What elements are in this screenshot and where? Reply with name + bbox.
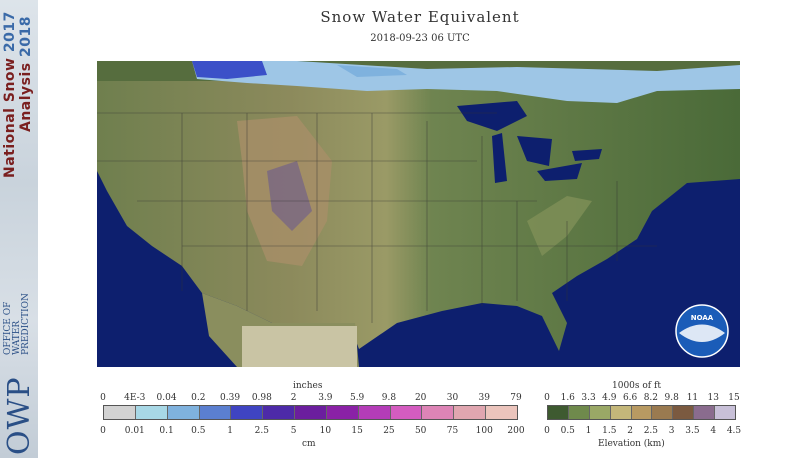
swe-top-tick-label: 0 bbox=[100, 393, 106, 403]
elev-top-tick-label: 15 bbox=[728, 393, 740, 403]
elev-swatch bbox=[673, 406, 695, 419]
owp-logo: OWP bbox=[2, 376, 37, 455]
swe-top-tick-label: 2 bbox=[290, 393, 297, 403]
elev-swatch bbox=[548, 406, 569, 419]
elev-unit-km: Elevation (km) bbox=[598, 439, 665, 449]
noaa-logo: NOAA bbox=[675, 304, 729, 358]
elev-bottom-tick-label: 2.5 bbox=[643, 426, 659, 436]
snow-cover-deep bbox=[192, 61, 267, 79]
lake-erie bbox=[537, 163, 582, 181]
sidebar: National Snow 2017 Analysis 2018 OFFICE … bbox=[0, 0, 38, 458]
swe-bottom-tick-label: 0 bbox=[100, 426, 106, 436]
swe-bottom-tick-label: 10 bbox=[319, 426, 332, 436]
swe-top-tick-label: 5.9 bbox=[349, 393, 365, 403]
colorado-peaks bbox=[267, 161, 312, 231]
elev-swatch bbox=[568, 406, 590, 419]
swe-bottom-tick-label: 200 bbox=[507, 426, 525, 436]
elev-swatch bbox=[715, 406, 736, 419]
swe-top-tick-label: 0.98 bbox=[251, 393, 272, 403]
swe-unit-inches: inches bbox=[293, 381, 323, 391]
elev-swatch bbox=[631, 406, 653, 419]
elevation-colorbar bbox=[547, 405, 736, 420]
elev-top-tick-label: 4.9 bbox=[602, 393, 617, 403]
lake-ontario bbox=[572, 149, 602, 161]
elev-bottom-tick-label: 1 bbox=[585, 426, 592, 436]
swe-swatch bbox=[231, 406, 264, 419]
elev-top-tick-label: 13 bbox=[707, 393, 719, 403]
swe-top-tick-label: 4E-3 bbox=[124, 393, 146, 403]
snow-cover-mid bbox=[337, 65, 407, 77]
elev-top-tick-label: 11 bbox=[686, 393, 699, 403]
swe-bottom-tick-label: 0.5 bbox=[191, 426, 206, 436]
lake-huron bbox=[517, 136, 552, 166]
swe-top-tick-label: 0.2 bbox=[191, 393, 206, 403]
elev-swatch bbox=[694, 406, 716, 419]
elev-bottom-tick-label: 3.5 bbox=[685, 426, 700, 436]
swe-bottom-tick-label: 0.01 bbox=[124, 426, 145, 436]
lake-superior bbox=[457, 101, 527, 131]
elev-top-tick-label: 8.2 bbox=[643, 393, 659, 403]
swe-top-tick-label: 9.8 bbox=[381, 393, 397, 403]
swe-bottom-tick-label: 1 bbox=[227, 426, 233, 436]
elev-top-tick-label: 9.8 bbox=[664, 393, 679, 403]
elev-unit-ft: 1000s of ft bbox=[612, 381, 661, 391]
swe-bottom-tick-label: 25 bbox=[383, 426, 395, 436]
elev-swatch bbox=[589, 406, 611, 419]
swe-colorbar bbox=[103, 405, 518, 420]
swe-swatch bbox=[326, 406, 359, 419]
mexico-uncovered bbox=[242, 326, 357, 367]
swe-swatch bbox=[422, 406, 455, 419]
swe-bottom-tick-label: 100 bbox=[475, 426, 493, 436]
elev-bottom-tick-label: 0.5 bbox=[560, 426, 575, 436]
swe-swatch bbox=[199, 406, 232, 419]
state-borders bbox=[97, 112, 657, 323]
svg-text:NOAA: NOAA bbox=[691, 314, 714, 322]
swe-bottom-tick-label: 75 bbox=[446, 426, 459, 436]
swe-bottom-tick-label: 2.5 bbox=[254, 426, 269, 436]
elev-swatch bbox=[652, 406, 674, 419]
swe-top-tick-label: 0.39 bbox=[220, 393, 241, 403]
swe-unit-cm: cm bbox=[302, 439, 316, 449]
swe-top-tick-label: 20 bbox=[414, 393, 427, 403]
swe-top-tick-label: 30 bbox=[446, 393, 459, 403]
elev-bottom-tick-label: 4.5 bbox=[726, 426, 742, 436]
elev-top-tick-label: 1.6 bbox=[560, 393, 575, 403]
elev-bottom-tick-label: 1.5 bbox=[602, 426, 617, 436]
lake-michigan bbox=[492, 133, 507, 183]
swe-bottom-tick-label: 50 bbox=[414, 426, 427, 436]
elev-bottom-tick-label: 3 bbox=[668, 426, 675, 436]
swe-swatch bbox=[454, 406, 487, 419]
swe-bottom-tick-label: 15 bbox=[351, 426, 363, 436]
appalachians bbox=[527, 196, 592, 256]
map-title: Snow Water Equivalent bbox=[320, 8, 520, 26]
snow-cover-light bbox=[192, 61, 740, 103]
swe-swatch bbox=[486, 406, 517, 419]
swe-swatch bbox=[167, 406, 200, 419]
map-svg: NOAA bbox=[97, 61, 740, 367]
swe-top-tick-label: 0.04 bbox=[156, 393, 177, 403]
swe-swatch bbox=[358, 406, 391, 419]
elev-top-tick-label: 6.6 bbox=[622, 393, 638, 403]
swe-swatch bbox=[295, 406, 327, 419]
elev-top-tick-label: 0 bbox=[544, 393, 550, 403]
map-timestamp: 2018-09-23 06 UTC bbox=[370, 33, 470, 44]
swe-swatch bbox=[104, 406, 136, 419]
swe-bottom-tick-label: 0.1 bbox=[159, 426, 174, 436]
org-name: OFFICE OF WATER PREDICTION bbox=[3, 293, 31, 355]
elev-swatch bbox=[610, 406, 632, 419]
swe-top-tick-label: 3.9 bbox=[318, 393, 333, 403]
swe-swatch bbox=[263, 406, 296, 419]
swe-swatch bbox=[390, 406, 423, 419]
elev-top-tick-label: 3.3 bbox=[581, 393, 596, 403]
swe-swatch bbox=[135, 406, 168, 419]
snow-map: NOAA bbox=[97, 61, 740, 367]
swe-bottom-tick-label: 5 bbox=[290, 426, 297, 436]
elev-bottom-tick-label: 2 bbox=[627, 426, 633, 436]
swe-top-tick-label: 39 bbox=[478, 393, 490, 403]
elev-bottom-tick-label: 0 bbox=[544, 426, 550, 436]
swe-top-tick-label: 79 bbox=[510, 393, 522, 403]
elev-bottom-tick-label: 4 bbox=[710, 426, 717, 436]
